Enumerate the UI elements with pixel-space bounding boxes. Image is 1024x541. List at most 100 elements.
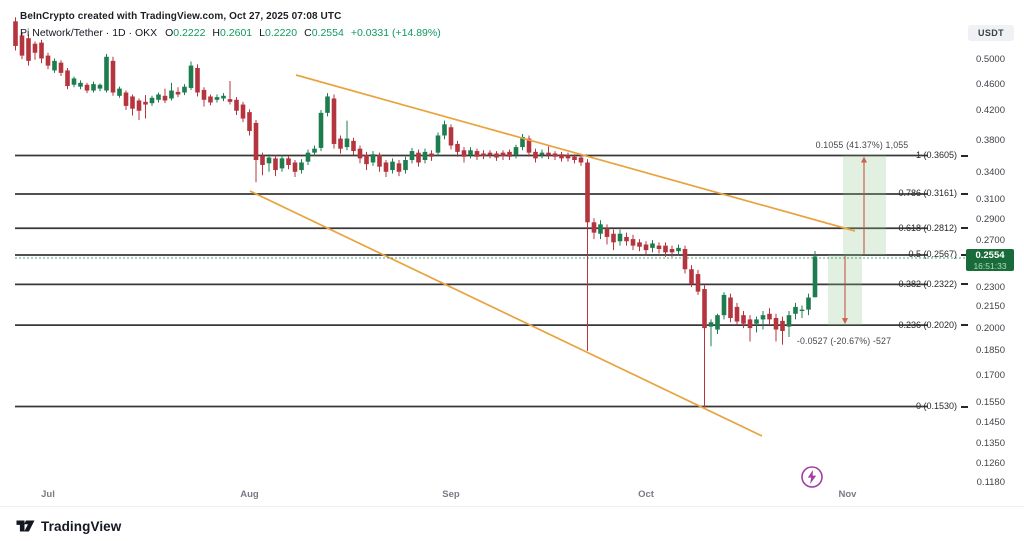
candle [156,94,161,100]
candle [481,153,486,156]
fib-label: 0.618 (0.2812) [898,222,957,233]
price-tick: 0.3800 [975,134,1005,146]
candle [734,306,740,322]
candle [669,248,675,253]
candle [611,233,616,243]
fib-label-tick [961,324,968,327]
candle [721,294,727,316]
candle [526,138,532,153]
price-tick: 0.1350 [975,437,1005,449]
candle [702,289,707,329]
candle [539,152,545,156]
fib-label-tick [961,154,968,157]
candle [513,147,519,156]
tradingview-logo-icon [16,520,35,532]
candle [650,243,655,248]
candle [71,78,77,85]
candle [663,245,668,253]
candle [786,315,792,327]
fib-label: 0.236 (0.2020) [898,319,957,330]
candle [182,86,187,93]
price-tick: 0.1180 [976,477,1005,489]
month-label: Nov [838,489,857,500]
candle [812,256,818,298]
candle [643,244,649,251]
fib-label: 0.382 (0.2322) [898,278,957,289]
candle [572,156,577,161]
candle [383,162,389,172]
candle [708,322,714,327]
candle [338,138,343,149]
candle [630,239,636,246]
candle [357,148,363,159]
currency-chip[interactable]: USDT [968,25,1014,41]
candle [403,160,408,171]
candle [201,89,207,100]
candle [494,153,499,158]
event-lightning-icon[interactable] [800,465,824,489]
candle [331,98,337,144]
candle [162,95,168,101]
candle [370,154,376,163]
candle [474,151,480,157]
candle [422,151,428,161]
candle [624,236,629,242]
last-price-value: 0.2554 [975,249,1005,261]
candle [78,82,83,87]
candle [364,155,369,165]
candle [130,96,135,109]
fib-label-tick [961,405,968,408]
candle [266,157,272,164]
ohlc-close: C0.2554 [304,27,344,39]
range-arrow-head [861,156,867,163]
instrument-row[interactable]: Pi Network/Tether · 1D · OKX O0.2222 H0.… [20,27,441,39]
candle [292,162,298,172]
trendline[interactable] [295,74,856,232]
price-tick: 0.1260 [975,457,1005,469]
candle [195,68,200,93]
candle [175,91,181,95]
candle [760,315,766,320]
fib-label: 0.786 (0.3161) [898,188,957,199]
candle [58,62,64,73]
candle [520,137,525,148]
candle [585,162,590,223]
candle [13,21,18,46]
trendline[interactable] [249,190,763,437]
candle [227,99,233,102]
candle [19,35,25,56]
price-tick: 0.1850 [975,345,1005,357]
fib-label: 0.5 (0.2567) [908,249,957,260]
candle [221,95,226,99]
candle [188,65,194,88]
candle [390,161,395,171]
range-label-down: -0.0527 (-20.67%) -527 [796,336,892,346]
tradingview-logo[interactable]: TradingView [16,517,121,535]
candle [234,99,239,111]
price-tick: 0.1550 [975,397,1005,409]
candle [676,247,681,252]
ohlc-open: O0.2222 [165,27,206,39]
candle [318,112,324,148]
month-label: Sep [442,489,460,500]
price-tick: 0.4200 [975,105,1005,117]
candle [773,317,779,330]
price-tick: 0.2700 [975,234,1005,246]
candle [325,96,330,113]
price-tick: 0.1700 [975,370,1005,382]
instrument-title[interactable]: Pi Network/Tether · 1D · OKX [20,27,158,39]
candle [604,228,610,237]
candle [754,319,759,324]
candle [461,150,467,157]
candle [559,154,564,159]
fib-label-tick [961,283,968,286]
candle [377,155,382,167]
candle [84,84,90,91]
candle [533,151,538,159]
month-label: Jul [41,489,55,500]
candle [435,135,441,153]
price-tick: 0.2300 [975,281,1005,293]
candle [578,157,584,163]
candle [741,315,746,324]
